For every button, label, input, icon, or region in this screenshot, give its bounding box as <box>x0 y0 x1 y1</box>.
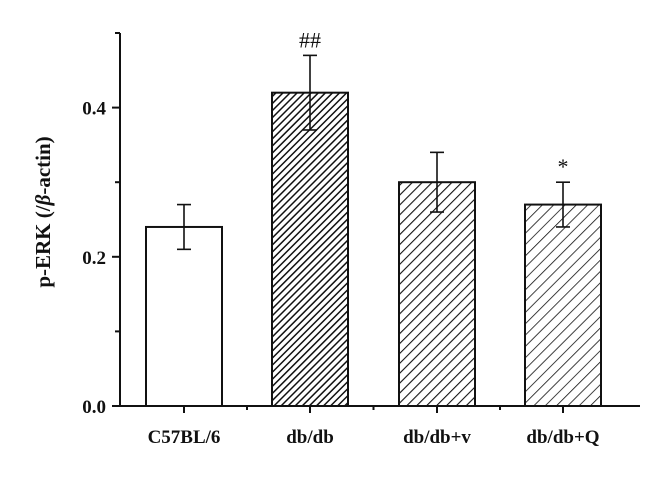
bar <box>271 91 349 408</box>
category-label: C57BL/6 <box>148 427 221 448</box>
bar <box>398 181 476 407</box>
y-tick-label: 0.0 <box>82 397 106 418</box>
category-label: db/db+Q <box>526 427 599 448</box>
bar <box>145 225 223 407</box>
significance-marker: * <box>558 154 569 179</box>
bars-group: C57BL/6 db/db ## db/db+v db/db+Q * <box>145 27 602 448</box>
y-tick-label: 0.4 <box>82 99 106 120</box>
y-axis-title-group: p-ERK (/β-actin) <box>31 136 55 287</box>
category-label: db/db+v <box>403 427 471 448</box>
significance-marker: ## <box>299 27 321 52</box>
category-label: db/db <box>286 427 334 448</box>
y-axis-title: p-ERK (/β-actin) <box>31 136 55 287</box>
y-tick-label: 0.2 <box>82 248 106 269</box>
bar <box>524 203 602 407</box>
